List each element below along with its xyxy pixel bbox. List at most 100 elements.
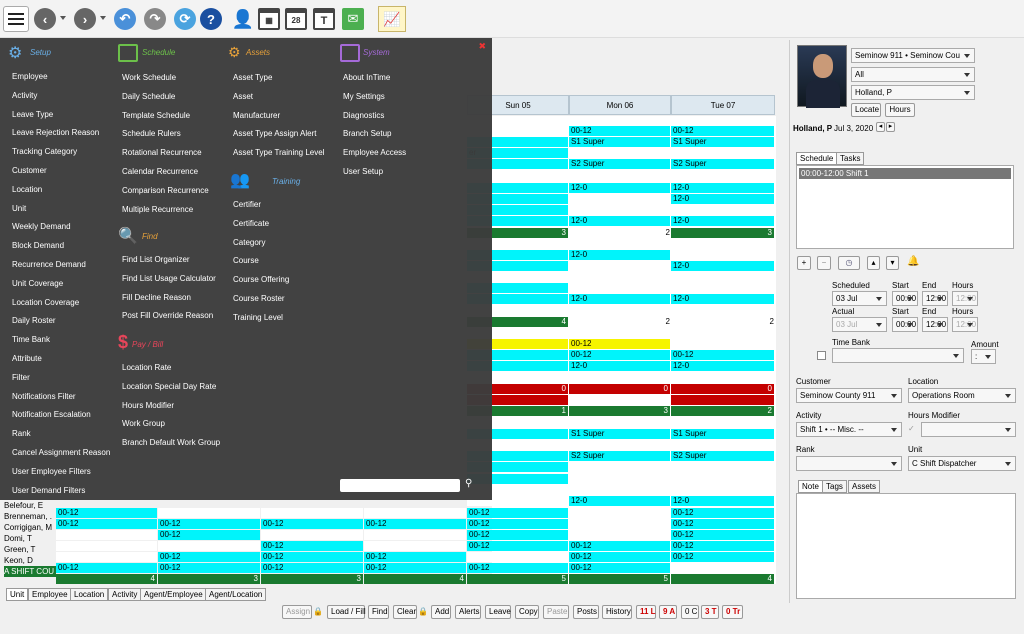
toolbar-alerts-button[interactable]: Alerts [455, 605, 481, 619]
schedule-cell[interactable]: S2 Super [569, 451, 670, 461]
menu-item-post-fill-override-reason[interactable]: Post Fill Override Reason [122, 311, 214, 321]
hours-modifier-checkbox[interactable]: ✓ [908, 424, 915, 433]
menu-item-category[interactable]: Category [233, 237, 266, 247]
tab-agent-location[interactable]: Agent/Location [205, 588, 267, 601]
menu-item-weekly-demand[interactable]: Weekly Demand [12, 222, 71, 232]
menu-item-user-setup[interactable]: User Setup [343, 167, 384, 176]
menu-item-template-schedule[interactable]: Template Schedule [122, 110, 191, 120]
schedule-cell[interactable]: 12-0 [671, 183, 774, 193]
schedule-cell[interactable]: 00-12 [261, 519, 363, 529]
schedule-cell[interactable]: 12-0 [671, 216, 774, 226]
tab-unit[interactable]: Unit [6, 588, 29, 601]
total-cell[interactable]: 3 [671, 228, 774, 238]
schedule-cell[interactable] [467, 159, 568, 169]
schedule-cell[interactable]: S1 Super [569, 137, 670, 147]
menu-item-cancel-assignment-reason[interactable]: Cancel Assignment Reason [12, 448, 111, 457]
schedule-cell[interactable] [467, 339, 568, 349]
chart-icon[interactable]: 📈 [378, 6, 406, 32]
total-cell[interactable]: 4 [56, 574, 157, 584]
tab-schedule[interactable]: Schedule [796, 152, 838, 165]
forward-icon[interactable]: › [74, 8, 96, 30]
schedule-cell[interactable]: 00-12 [467, 541, 568, 551]
total-cell[interactable]: 2 [671, 406, 774, 416]
total-cell[interactable]: 2 [569, 228, 670, 238]
schedule-cell[interactable]: 00-12 [158, 552, 260, 562]
schedule-cell[interactable]: 00-12 [364, 563, 466, 573]
menu-item-rank[interactable]: Rank [12, 429, 31, 439]
schedule-cell[interactable]: 00-12 [467, 563, 568, 573]
scheduled-date-select[interactable]: 03 Jul [832, 291, 887, 306]
toolbar-paste-button[interactable]: Paste [543, 605, 569, 619]
menu-item-block-demand[interactable]: Block Demand [12, 241, 65, 251]
schedule-cell[interactable] [671, 563, 774, 573]
toolbar-copy-button[interactable]: Copy [515, 605, 539, 619]
tab-employee[interactable]: Employee [28, 588, 72, 601]
schedule-cell[interactable]: 00-12 [569, 552, 670, 562]
schedule-cell[interactable]: 12-0 [569, 496, 670, 506]
menu-item-branch-setup[interactable]: Branch Setup [343, 129, 392, 139]
coverage-cell[interactable]: 0 [671, 384, 774, 394]
schedule-cell[interactable]: 00-12 [671, 530, 774, 540]
schedule-cell[interactable] [671, 205, 774, 215]
schedule-cell[interactable]: 00-12 [569, 350, 670, 360]
schedule-cell[interactable]: 12-0 [569, 250, 670, 260]
menu-item-asset[interactable]: Asset [233, 91, 254, 101]
schedule-cell[interactable] [467, 261, 568, 271]
bell-icon[interactable]: 🔔 [907, 256, 920, 267]
menu-item-calendar-recurrence[interactable]: Calendar Recurrence [122, 167, 199, 176]
down-button[interactable]: ▾ [886, 256, 899, 270]
employee-name[interactable]: Domi, T [4, 534, 32, 543]
toolbar-clear-button[interactable]: Clear [393, 605, 417, 619]
actual-end-field[interactable]: 12:00 [922, 317, 948, 332]
schedule-cell[interactable] [569, 194, 670, 204]
schedule-cell[interactable] [467, 194, 568, 204]
schedule-cell[interactable]: 00-12 [671, 126, 774, 136]
menu-item-location-coverage[interactable]: Location Coverage [12, 297, 80, 307]
timebank-select[interactable] [832, 348, 964, 363]
schedule-cell[interactable] [467, 294, 568, 304]
menu-item-course[interactable]: Course [233, 256, 259, 266]
schedule-cell[interactable] [569, 530, 670, 540]
schedule-cell[interactable]: 00-12 [671, 519, 774, 529]
agency-select[interactable]: Seminow 911 • Seminow Cou [851, 48, 975, 63]
tab-note[interactable]: Note [798, 480, 823, 493]
toolbar-history-button[interactable]: History [602, 605, 632, 619]
undo-icon[interactable]: ↶ [114, 8, 136, 30]
rank-select[interactable] [796, 456, 902, 471]
schedule-cell[interactable]: 00-12 [569, 126, 670, 136]
menu-item-unit-coverage[interactable]: Unit Coverage [12, 278, 64, 288]
schedule-cell[interactable]: 00-12 [364, 552, 466, 562]
toolbar-posts-button[interactable]: Posts [573, 605, 599, 619]
start-field[interactable]: 00:00 [892, 291, 918, 306]
schedule-cell[interactable] [158, 508, 260, 518]
total-cell[interactable]: 5 [569, 574, 670, 584]
toolbar-3-t-button[interactable]: 3 T [701, 605, 719, 619]
menu-item-location[interactable]: Location [12, 184, 43, 194]
menu-item-training-level[interactable]: Training Level [233, 312, 283, 322]
toolbar-assign-button[interactable]: Assign [282, 605, 312, 619]
schedule-cell[interactable] [467, 137, 568, 147]
employee-name[interactable]: Belefour, E [4, 501, 44, 510]
menu-item-unit[interactable]: Unit [12, 203, 27, 213]
menu-item-notification-escalation[interactable]: Notification Escalation [12, 410, 91, 420]
menu-item-attribute[interactable]: Attribute [12, 354, 42, 363]
schedule-cell[interactable] [467, 283, 568, 293]
schedule-cell[interactable]: 12-0 [569, 361, 670, 371]
menu-item-asset-type[interactable]: Asset Type [233, 73, 273, 82]
schedule-cell[interactable]: 00-12 [261, 563, 363, 573]
menu-search-input[interactable] [340, 479, 460, 492]
total-cell[interactable]: 4 [364, 574, 466, 584]
toolbar-11-l-button[interactable]: 11 L [636, 605, 656, 619]
schedule-cell[interactable] [56, 552, 157, 562]
schedule-cell[interactable] [467, 451, 568, 461]
menu-item-manufacturer[interactable]: Manufacturer [233, 110, 281, 120]
total-cell[interactable]: 4 [671, 574, 774, 584]
schedule-cell[interactable] [467, 216, 568, 226]
schedule-cell[interactable] [467, 429, 568, 439]
schedule-cell[interactable] [671, 148, 774, 158]
activity-select[interactable]: Shift 1 • -- Misc. -- [796, 422, 902, 437]
next-date-button[interactable]: ▸ [886, 122, 895, 132]
tab-location[interactable]: Location [70, 588, 109, 601]
schedule-cell[interactable] [56, 541, 157, 551]
schedule-cell[interactable]: S1 Super [671, 137, 774, 147]
